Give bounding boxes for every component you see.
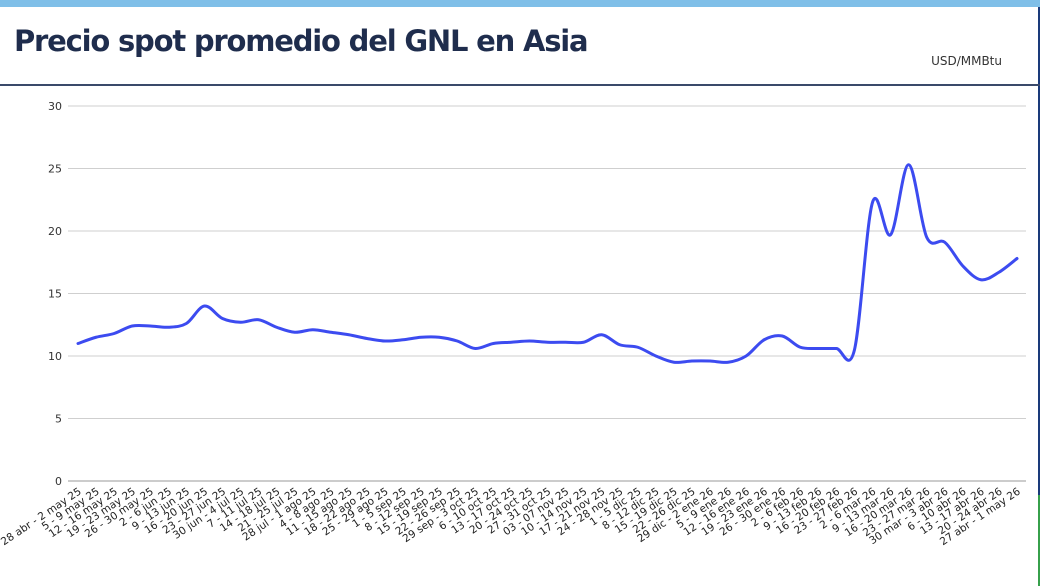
data-point [167, 326, 170, 329]
data-point [871, 201, 874, 204]
data-point [203, 305, 206, 308]
data-point [275, 326, 278, 329]
y-tick-label: 20 [48, 225, 62, 238]
data-point [654, 355, 657, 358]
data-point [961, 265, 964, 268]
data-point [907, 163, 910, 166]
data-point [221, 317, 224, 320]
data-point [799, 346, 802, 349]
series-line [76, 163, 1019, 364]
right-accent-green [1038, 495, 1040, 586]
data-point [365, 337, 368, 340]
top-accent-bar [0, 0, 1040, 7]
data-point [492, 342, 495, 345]
data-point [528, 340, 531, 343]
data-point [402, 338, 405, 341]
data-point [420, 336, 423, 339]
data-point [943, 241, 946, 244]
data-point [546, 341, 549, 344]
data-point [474, 347, 477, 350]
data-point [889, 233, 892, 236]
data-point [997, 271, 1000, 274]
data-point [853, 348, 856, 351]
data-point [185, 322, 188, 325]
data-point [149, 325, 152, 328]
data-point [925, 236, 928, 239]
data-point [311, 328, 314, 331]
data-point [77, 342, 80, 345]
y-tick-label: 15 [48, 288, 62, 301]
data-point [131, 325, 134, 328]
y-tick-label: 25 [48, 163, 62, 176]
y-tick-label: 30 [48, 100, 62, 113]
data-point [690, 360, 693, 363]
data-point [329, 331, 332, 334]
data-point [1016, 257, 1019, 260]
data-point [438, 336, 441, 339]
data-point [293, 331, 296, 334]
data-point [763, 338, 766, 341]
data-point [239, 321, 242, 324]
data-point [672, 361, 675, 364]
data-point [600, 333, 603, 336]
data-point [618, 343, 621, 346]
title-divider [0, 84, 1040, 86]
data-point [113, 332, 116, 335]
data-point [456, 340, 459, 343]
y-tick-label: 10 [48, 350, 62, 363]
data-point [781, 335, 784, 338]
data-point [510, 341, 513, 344]
data-point [347, 333, 350, 336]
data-point [564, 341, 567, 344]
data-point [383, 340, 386, 343]
data-point [95, 336, 98, 339]
data-point [727, 361, 730, 364]
data-point [817, 347, 820, 350]
data-point [709, 360, 712, 363]
right-border-line [1038, 7, 1040, 586]
data-point [582, 341, 585, 344]
data-point [636, 346, 639, 349]
y-tick-label: 0 [55, 475, 62, 488]
chart-title: Precio spot promedio del GNL en Asia [14, 24, 589, 58]
data-point [257, 318, 260, 321]
data-point [979, 278, 982, 281]
unit-label: USD/MMBtu [931, 54, 1002, 68]
y-tick-label: 5 [55, 413, 62, 426]
data-point [745, 355, 748, 358]
data-point [835, 347, 838, 350]
